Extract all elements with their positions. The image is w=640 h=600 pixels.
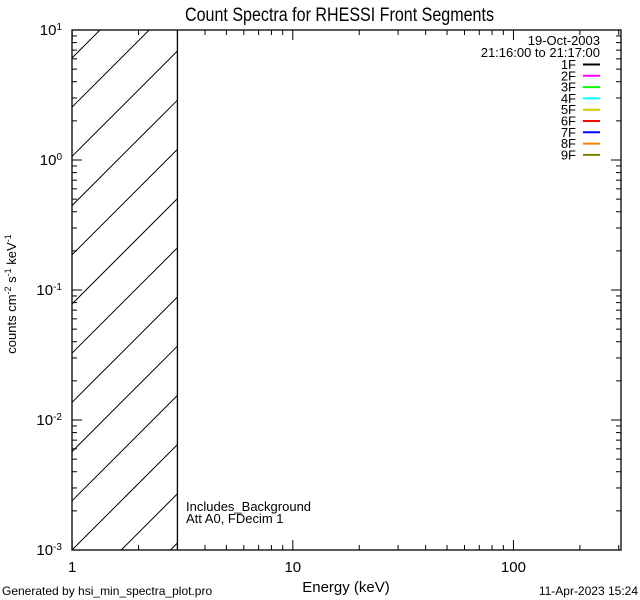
svg-text:Att A0, FDecim 1: Att A0, FDecim 1 [186,511,284,526]
svg-text:Count Spectra for RHESSI Front: Count Spectra for RHESSI Front Segments [185,5,494,26]
svg-text:Generated by hsi_min_spectra_p: Generated by hsi_min_spectra_plot.pro [2,584,212,598]
svg-text:21:16:00 to 21:17:00: 21:16:00 to 21:17:00 [481,45,600,60]
svg-text:100: 100 [501,559,526,576]
svg-text:9F: 9F [561,147,576,162]
svg-text:1: 1 [68,559,76,576]
svg-text:10: 10 [284,559,301,576]
svg-text:11-Apr-2023 15:24: 11-Apr-2023 15:24 [539,584,639,598]
svg-text:Energy (keV): Energy (keV) [302,579,390,596]
